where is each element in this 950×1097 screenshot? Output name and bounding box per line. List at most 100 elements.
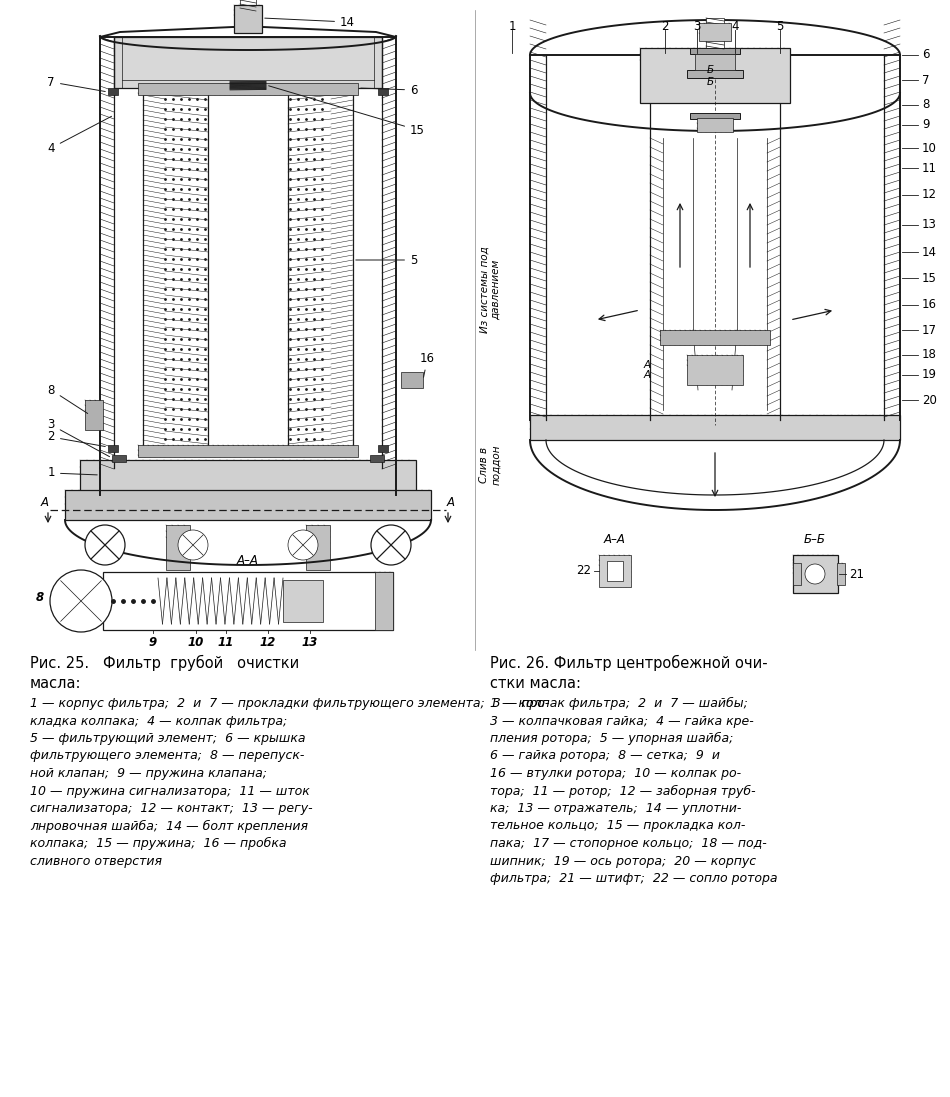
Bar: [80, 460, 416, 495]
Text: 10 — пружина сигнализатора;  11 — шток: 10 — пружина сигнализатора; 11 — шток: [30, 784, 310, 798]
Text: 12: 12: [922, 189, 937, 202]
Bar: [793, 563, 801, 585]
Bar: [103, 572, 393, 630]
Text: лнровочная шайба;  14 — болт крепления: лнровочная шайба; 14 — болт крепления: [30, 819, 308, 833]
Circle shape: [805, 564, 825, 584]
Text: 19: 19: [922, 369, 937, 382]
Bar: [690, 113, 740, 118]
Text: 22: 22: [576, 565, 591, 577]
Text: 4: 4: [48, 116, 111, 155]
Text: 5 — фильтрующий элемент;  6 — крышка: 5 — фильтрующий элемент; 6 — крышка: [30, 732, 306, 745]
Text: 6: 6: [361, 83, 417, 97]
Text: 8: 8: [36, 591, 44, 604]
Text: А–А: А–А: [604, 533, 626, 546]
Bar: [607, 561, 623, 581]
Text: сливного отверстия: сливного отверстия: [30, 855, 162, 868]
Text: Б–Б: Б–Б: [804, 533, 826, 546]
Text: тора;  11 — ротор;  12 — заборная труб-: тора; 11 — ротор; 12 — заборная труб-: [490, 784, 755, 798]
Text: ной клапан;  9 — пружина клапана;: ной клапан; 9 — пружина клапана;: [30, 767, 267, 780]
Bar: [138, 83, 358, 95]
Text: 14: 14: [265, 15, 355, 29]
Text: 1 — корпус фильтра;  2  и  7 — прокладки фильтрующего элемента;  3 — про-: 1 — корпус фильтра; 2 и 7 — прокладки фи…: [30, 697, 549, 710]
Text: 7: 7: [922, 73, 929, 87]
Bar: [530, 415, 900, 440]
Bar: [112, 455, 126, 462]
Text: 6: 6: [922, 48, 929, 61]
Text: 21: 21: [849, 567, 864, 580]
Bar: [660, 330, 770, 344]
Text: Рис. 25.   Фильтр  грубой   очистки
масла:: Рис. 25. Фильтр грубой очистки масла:: [30, 655, 299, 691]
Text: шипник;  19 — ось ротора;  20 — корпус: шипник; 19 — ось ротора; 20 — корпус: [490, 855, 756, 868]
Bar: [599, 555, 631, 587]
Text: 5: 5: [356, 253, 417, 267]
Text: 8: 8: [48, 384, 87, 414]
Text: А–А: А–А: [238, 554, 259, 567]
Circle shape: [50, 570, 112, 632]
Text: 4: 4: [732, 20, 739, 33]
Text: 11: 11: [218, 636, 234, 649]
Text: Слив в
поддон: Слив в поддон: [479, 444, 501, 485]
Bar: [697, 118, 733, 132]
Circle shape: [85, 525, 125, 565]
Text: фильтра;  21 — штифт;  22 — сопло ротора: фильтра; 21 — штифт; 22 — сопло ротора: [490, 872, 777, 885]
Text: 10: 10: [922, 142, 937, 155]
Circle shape: [371, 525, 411, 565]
Text: 2: 2: [661, 20, 669, 33]
Text: 1: 1: [508, 20, 516, 33]
Text: тельное кольцо;  15 — прокладка кол-: тельное кольцо; 15 — прокладка кол-: [490, 819, 746, 833]
Text: 11: 11: [922, 161, 937, 174]
Text: 7: 7: [48, 76, 105, 91]
Text: Рис. 26. Фильтр центробежной очи-
стки масла:: Рис. 26. Фильтр центробежной очи- стки м…: [490, 655, 768, 691]
Bar: [114, 37, 382, 88]
Text: 3: 3: [48, 418, 109, 456]
Bar: [375, 572, 393, 630]
Bar: [695, 54, 735, 70]
Text: 15: 15: [922, 271, 937, 284]
Text: 9: 9: [922, 118, 929, 132]
Text: сигнализатора;  12 — контакт;  13 — регу-: сигнализатора; 12 — контакт; 13 — регу-: [30, 802, 313, 815]
Bar: [370, 455, 384, 462]
Text: кладка колпака;  4 — колпак фильтра;: кладка колпака; 4 — колпак фильтра;: [30, 714, 287, 727]
Text: 10: 10: [188, 636, 204, 649]
Bar: [690, 48, 740, 54]
Bar: [306, 525, 330, 570]
Text: пака;  17 — стопорное кольцо;  18 — под-: пака; 17 — стопорное кольцо; 18 — под-: [490, 837, 767, 850]
Bar: [699, 23, 731, 41]
Bar: [283, 580, 323, 622]
Text: А: А: [643, 360, 651, 370]
Text: 20: 20: [922, 394, 937, 407]
Bar: [687, 70, 743, 78]
Text: 3: 3: [694, 20, 701, 33]
Bar: [108, 88, 118, 95]
Text: 16: 16: [922, 298, 937, 312]
Circle shape: [288, 530, 318, 559]
Text: А: А: [643, 370, 651, 380]
Text: 16 — втулки ротора;  10 — колпак ро-: 16 — втулки ротора; 10 — колпак ро-: [490, 767, 741, 780]
Text: Б: Б: [707, 65, 713, 75]
Text: 6 — гайка ротора;  8 — сетка;  9  и: 6 — гайка ротора; 8 — сетка; 9 и: [490, 749, 720, 762]
Text: 15: 15: [269, 86, 425, 136]
Text: 2: 2: [48, 430, 105, 446]
Bar: [706, 18, 724, 48]
Bar: [138, 445, 358, 457]
Bar: [640, 48, 790, 103]
Bar: [837, 563, 845, 585]
Text: колпака;  15 — пружина;  16 — пробка: колпака; 15 — пружина; 16 — пробка: [30, 837, 287, 850]
Text: 14: 14: [922, 246, 937, 259]
Bar: [378, 445, 388, 452]
Text: 18: 18: [922, 349, 937, 362]
Text: А: А: [41, 496, 49, 509]
Bar: [240, 0, 256, 10]
Bar: [378, 88, 388, 95]
Text: 17: 17: [922, 324, 937, 337]
Text: ка;  13 — отражатель;  14 — уплотни-: ка; 13 — отражатель; 14 — уплотни-: [490, 802, 741, 815]
Bar: [108, 445, 118, 452]
Bar: [166, 525, 190, 570]
Text: 16: 16: [420, 351, 435, 377]
Bar: [85, 400, 103, 430]
Text: 12: 12: [260, 636, 276, 649]
Text: Б: Б: [707, 77, 713, 87]
Text: А: А: [447, 496, 455, 509]
Text: 13: 13: [302, 636, 318, 649]
Bar: [687, 355, 743, 385]
